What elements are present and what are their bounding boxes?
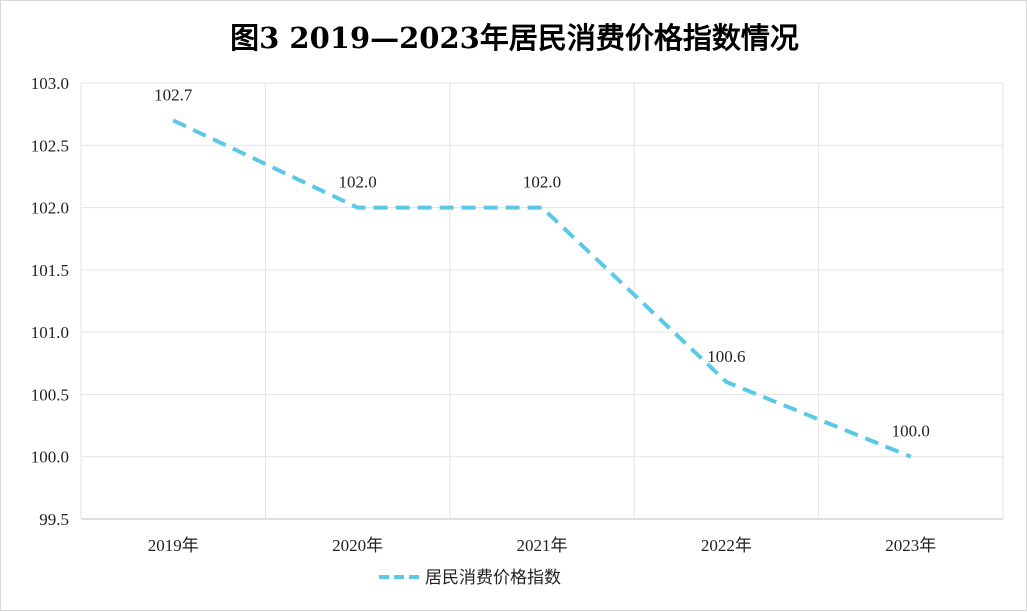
x-tick-label: 2020年	[332, 536, 383, 555]
series-line	[172, 118, 912, 459]
y-tick-label: 100.5	[31, 385, 69, 404]
y-tick-label: 101.5	[31, 261, 69, 280]
x-tick-label: 2022年	[701, 536, 752, 555]
y-tick-label: 99.5	[39, 510, 69, 529]
data-point	[540, 206, 544, 210]
x-tick-label: 2021年	[517, 536, 568, 555]
y-tick-label: 101.0	[31, 323, 69, 342]
data-label: 102.0	[523, 173, 561, 192]
y-tick-label: 102.0	[31, 199, 69, 218]
chart-title: 图3 2019—2023年居民消费价格指数情况	[230, 21, 799, 55]
y-tick-label: 100.0	[31, 448, 69, 467]
data-point	[909, 455, 913, 459]
x-tick-label: 2023年	[885, 536, 936, 555]
data-point	[171, 118, 175, 122]
data-point	[724, 380, 728, 384]
data-point	[356, 206, 360, 210]
data-label: 100.0	[892, 422, 930, 441]
data-label: 102.7	[154, 85, 193, 104]
data-label: 100.6	[707, 347, 745, 366]
x-tick-label: 2019年	[148, 536, 199, 555]
data-label: 102.0	[338, 173, 376, 192]
y-tick-label: 103.0	[31, 74, 69, 93]
legend-label: 居民消费价格指数	[425, 568, 561, 588]
y-tick-label: 102.5	[31, 136, 69, 155]
